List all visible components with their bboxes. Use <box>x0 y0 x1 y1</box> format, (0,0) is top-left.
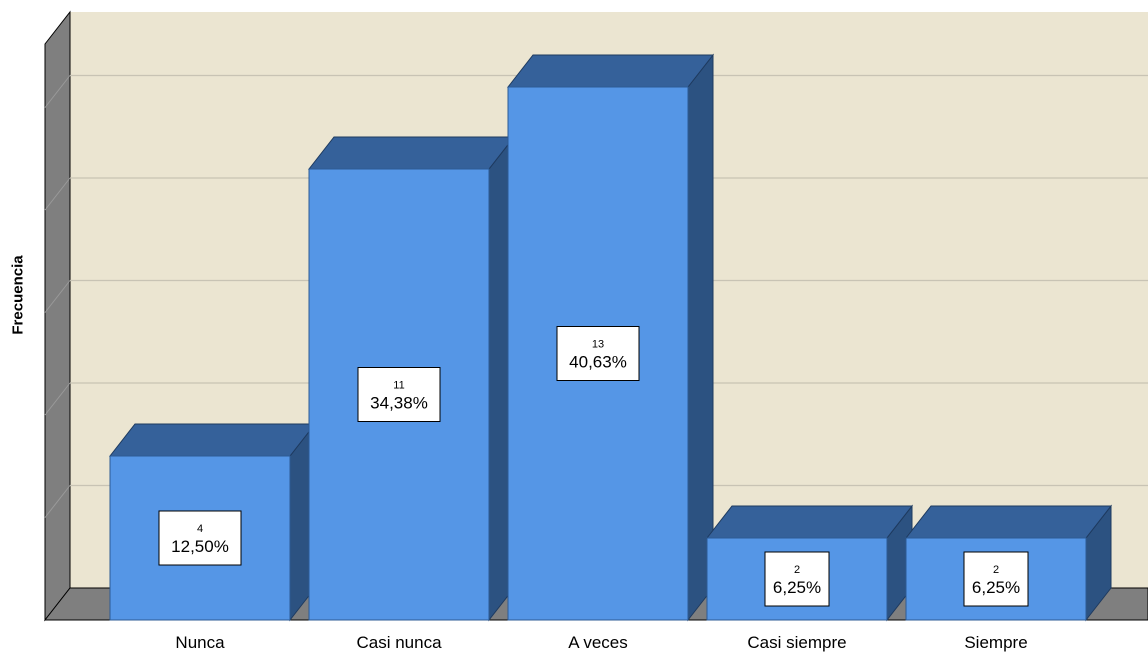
data-label-count: 2 <box>993 564 999 576</box>
gridline-wall <box>44 75 71 108</box>
gridline-wall <box>44 280 71 313</box>
data-label-percent: 6,25% <box>773 578 821 597</box>
data-label-box <box>158 510 242 566</box>
data-label-count: 2 <box>794 564 800 576</box>
x-tick-label: Casi nunca <box>356 633 442 652</box>
x-tick-label: Nunca <box>175 633 225 652</box>
x-tick-labels: Nunca Casi nunca A veces Casi siempre Siempr… <box>175 633 1027 652</box>
bar-top <box>705 505 914 539</box>
data-label-percent: 40,63% <box>569 353 627 372</box>
data-label-box <box>357 367 441 422</box>
data-label-box <box>764 551 830 607</box>
data-label-count: 4 <box>197 523 203 535</box>
gridline-wall <box>44 177 71 211</box>
bar-top <box>506 54 715 88</box>
gridline-wall <box>44 382 71 416</box>
data-labels: 4 12,50% 11 34,38% 13 40,63% 2 6,25% 2 6,25% <box>158 326 1029 607</box>
x-tick-label: Siempre <box>964 633 1027 652</box>
data-label-box <box>556 326 640 381</box>
bar-top <box>307 136 516 170</box>
data-label-count: 11 <box>393 380 404 392</box>
data-label-percent: 34,38% <box>370 394 428 413</box>
data-label-percent: 12,50% <box>171 537 229 556</box>
data-label-count: 13 <box>592 339 604 351</box>
data-label-percent: 6,25% <box>972 578 1020 597</box>
x-tick-label: Casi siempre <box>747 633 846 652</box>
bar-top <box>904 505 1113 539</box>
gridline-wall <box>44 485 71 518</box>
bar-top <box>108 423 317 457</box>
data-label-box <box>963 551 1029 607</box>
x-tick-label: A veces <box>568 633 628 652</box>
